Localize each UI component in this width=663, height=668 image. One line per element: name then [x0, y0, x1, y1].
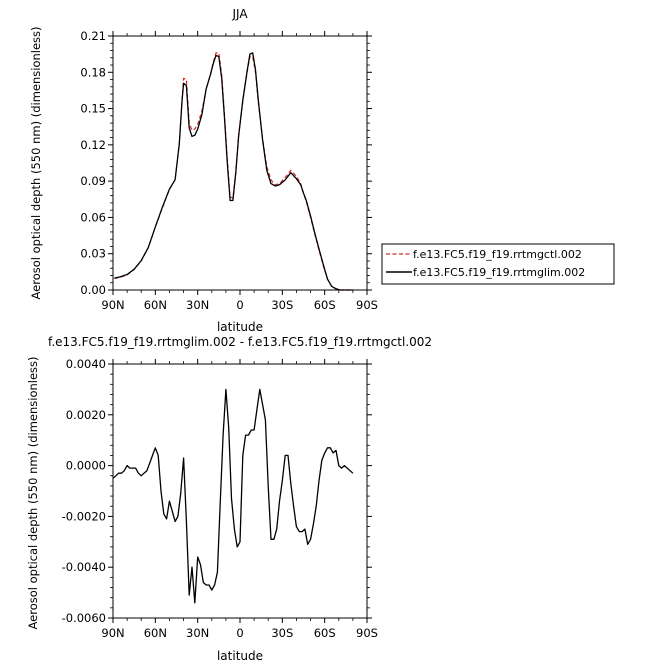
y-tick-label: 0.0040 — [66, 357, 106, 371]
bottom-chart: f.e13.FC5.f19_f19.rrtmglim.002 - f.e13.F… — [26, 335, 432, 663]
y-tick-label: 0.0000 — [66, 459, 106, 473]
y-tick-label: 0.18 — [80, 65, 106, 79]
top-chart: JJA 0.00 0.03 0.06 0.09 0.12 0.15 0.18 0.21 90N… — [29, 7, 615, 334]
bottom-chart-x-axis-label: latitude — [217, 649, 263, 663]
x-tick-label: 60N — [144, 298, 167, 312]
y-tick-label: 0.12 — [80, 138, 106, 152]
x-tick-label: 60S — [314, 298, 336, 312]
top-chart-legend: f.e13.FC5.f19_f19.rrtmgctl.002 f.e13.FC5… — [381, 243, 615, 285]
bottom-chart-x-ticks: 90N 60N 30N 0 30S 60S 90S — [101, 359, 378, 640]
top-chart-y-axis-label: Aerosol optical depth (550 nm) (dimensio… — [29, 26, 43, 299]
top-chart-series — [114, 52, 353, 291]
x-tick-label: 30N — [186, 626, 209, 640]
top-chart-x-axis-label: latitude — [217, 320, 263, 334]
bottom-chart-series — [112, 388, 354, 604]
y-tick-label: -0.0060 — [62, 611, 106, 625]
bottom-chart-plot-frame — [112, 363, 368, 619]
y-tick-label: 0.00 — [80, 283, 106, 297]
x-tick-label: 90S — [356, 298, 378, 312]
x-tick-label: 90N — [101, 298, 124, 312]
y-tick-label: 0.15 — [80, 102, 106, 116]
bottom-chart-title: f.e13.FC5.f19_f19.rrtmglim.002 - f.e13.F… — [48, 335, 432, 349]
series-line-0 — [114, 52, 353, 291]
y-tick-label: 0.0020 — [66, 408, 106, 422]
y-tick-label: -0.0020 — [62, 509, 106, 523]
legend-frame — [381, 243, 615, 285]
top-chart-plot-frame — [112, 35, 368, 291]
y-tick-label: 0.09 — [80, 174, 106, 188]
y-tick-label: 0.03 — [80, 247, 106, 261]
legend-label-lim: f.e13.FC5.f19_f19.rrtmglim.002 — [413, 266, 585, 279]
series-line-1 — [114, 52, 353, 291]
x-tick-label: 90N — [101, 626, 124, 640]
bottom-chart-y-ticks: -0.0060 -0.0040 -0.0020 0.0000 0.0020 0.0040 — [62, 357, 372, 625]
x-tick-label: 0 — [236, 298, 243, 312]
x-tick-label: 30N — [186, 298, 209, 312]
bottom-chart-y-axis-label: Aerosol optical depth (550 nm) (dimensio… — [26, 356, 40, 629]
series-line-0 — [112, 388, 354, 604]
y-tick-label: 0.21 — [80, 29, 106, 43]
x-tick-label: 0 — [236, 626, 243, 640]
x-tick-label: 30S — [271, 626, 293, 640]
legend-label-ctl: f.e13.FC5.f19_f19.rrtmgctl.002 — [413, 248, 582, 261]
top-chart-x-ticks: 90N 60N 30N 0 30S 60S 90S — [101, 31, 378, 312]
top-chart-title: JJA — [231, 7, 248, 21]
y-tick-label: 0.06 — [80, 210, 106, 224]
x-tick-label: 90S — [356, 626, 378, 640]
top-chart-y-ticks: 0.00 0.03 0.06 0.09 0.12 0.15 0.18 0.21 — [80, 29, 372, 297]
y-tick-label: -0.0040 — [62, 560, 106, 574]
x-tick-label: 30S — [271, 298, 293, 312]
x-tick-label: 60N — [144, 626, 167, 640]
x-tick-label: 60S — [314, 626, 336, 640]
